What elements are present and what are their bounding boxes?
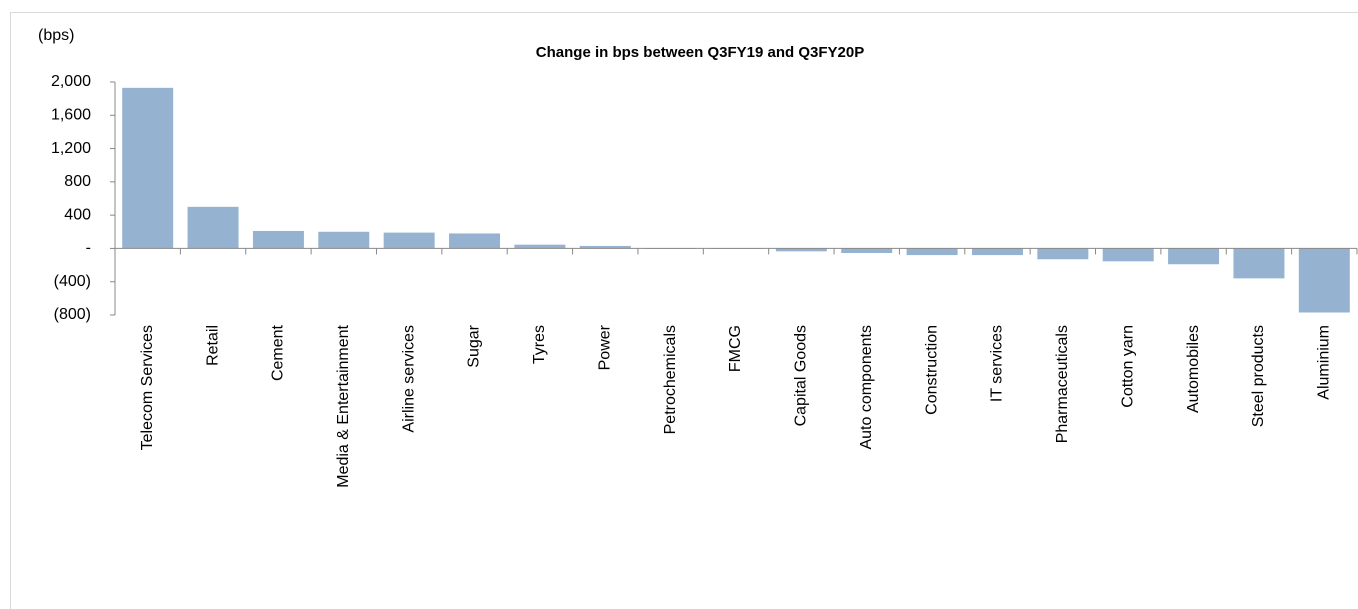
x-tick-label: Cement — [270, 324, 287, 381]
x-tick-label: Petrochemicals — [662, 325, 679, 434]
y-tick-label: (800) — [54, 306, 91, 323]
bar — [906, 248, 958, 256]
bar — [1102, 248, 1154, 262]
x-tick-label: Sugar — [466, 324, 483, 367]
x-tick-label: Telecom Services — [139, 325, 156, 450]
x-tick-label: IT services — [989, 325, 1006, 402]
x-tick-label: Pharmaceuticals — [1054, 325, 1071, 443]
y-tick-label: 400 — [64, 206, 91, 223]
y-axis-label: (bps) — [38, 27, 74, 44]
x-tick-label: Retail — [204, 325, 221, 366]
y-tick-label: 2,000 — [51, 73, 91, 90]
bar — [841, 248, 893, 254]
bar — [775, 248, 827, 252]
chart-title: Change in bps between Q3FY19 and Q3FY20P — [536, 44, 864, 61]
x-tick-label: Tyres — [531, 325, 548, 364]
bar — [318, 231, 370, 249]
bar — [514, 244, 566, 249]
bar — [579, 245, 631, 249]
bar — [1233, 248, 1285, 279]
x-tick-label: Aluminium — [1316, 325, 1333, 400]
chart-border — [10, 12, 1358, 609]
x-tick-label: Capital Goods — [793, 325, 810, 426]
bar — [383, 232, 435, 249]
bar — [1168, 248, 1220, 265]
x-tick-label: FMCG — [727, 325, 744, 372]
x-tick-label: Construction — [923, 325, 940, 415]
bar — [122, 87, 174, 249]
bar — [1298, 248, 1350, 313]
x-tick-label: Auto components — [858, 325, 875, 450]
x-tick-label: Cotton yarn — [1119, 325, 1136, 408]
x-tick-label: Media & Entertainment — [335, 324, 352, 487]
bar — [1037, 248, 1089, 260]
y-tick-label: 1,600 — [51, 107, 91, 124]
x-tick-label: Power — [596, 324, 613, 370]
y-tick-label: (400) — [54, 273, 91, 290]
bar — [187, 206, 239, 249]
bar — [971, 248, 1023, 256]
bar — [449, 233, 501, 249]
x-tick-label: Airline services — [400, 325, 417, 433]
y-tick-label: 1,200 — [51, 140, 91, 157]
x-tick-label: Automobiles — [1185, 325, 1202, 413]
y-tick-label: 800 — [64, 173, 91, 190]
bar — [252, 230, 304, 249]
y-tick-label: - — [86, 240, 91, 257]
x-tick-label: Steel products — [1250, 325, 1267, 427]
